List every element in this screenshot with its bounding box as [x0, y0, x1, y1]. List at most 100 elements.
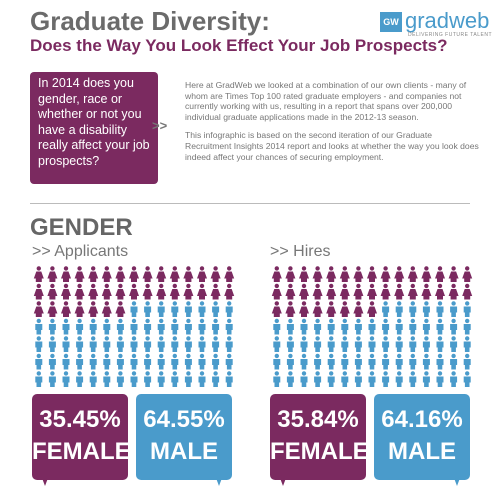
- male-icon: [62, 353, 70, 370]
- male-icon: [409, 318, 417, 335]
- female-icon: [435, 283, 445, 300]
- male-icon: [368, 318, 376, 335]
- logo-tagline: DELIVERING FUTURE TALENT: [408, 32, 493, 38]
- male-icon: [130, 318, 138, 335]
- bubble-tail: [216, 478, 222, 486]
- male-icon: [341, 371, 349, 387]
- female-icon: [462, 266, 473, 282]
- male-icon: [198, 301, 206, 317]
- female-icon: [353, 301, 364, 317]
- male-box: 64.16% MALE: [374, 394, 470, 480]
- male-icon: [354, 318, 362, 335]
- male-icon: [171, 353, 179, 370]
- male-icon: [144, 353, 152, 370]
- male-icon: [395, 353, 403, 370]
- female-icon: [271, 301, 282, 317]
- female-icon: [299, 301, 309, 317]
- female-icon: [47, 283, 58, 300]
- female-icon: [285, 301, 296, 317]
- male-icon: [144, 371, 152, 387]
- female-icon: [312, 266, 323, 282]
- male-icon: [157, 301, 165, 317]
- female-icon: [88, 266, 99, 282]
- male-icon: [327, 318, 335, 335]
- male-icon: [62, 318, 70, 335]
- gender-label: FEMALE: [270, 438, 369, 465]
- intro-paragraph: This infographic is based on the second …: [185, 130, 479, 162]
- female-icon: [101, 301, 112, 317]
- male-icon: [382, 371, 390, 387]
- male-icon: [368, 353, 376, 370]
- gender-label: FEMALE: [32, 438, 131, 465]
- male-icon: [35, 353, 43, 370]
- female-icon: [462, 283, 473, 300]
- female-icon: [312, 283, 323, 300]
- question-bubble: In 2014 does you gender, race or whether…: [30, 72, 158, 184]
- male-icon: [198, 318, 206, 335]
- male-icon: [327, 371, 335, 387]
- male-icon: [116, 336, 124, 352]
- male-icon: [300, 371, 308, 387]
- female-icon: [421, 283, 432, 300]
- female-icon: [299, 283, 309, 300]
- female-icon: [380, 266, 391, 282]
- male-icon: [409, 301, 417, 317]
- male-icon: [225, 301, 233, 317]
- percentage: 35.84%: [277, 406, 359, 433]
- male-icon: [422, 318, 430, 335]
- male-icon: [409, 371, 417, 387]
- male-icon: [103, 353, 111, 370]
- male-icon: [436, 353, 444, 370]
- male-icon: [286, 371, 294, 387]
- male-icon: [130, 336, 138, 352]
- male-icon: [225, 353, 233, 370]
- male-icon: [184, 301, 192, 317]
- male-icon: [157, 371, 165, 387]
- male-icon: [225, 371, 233, 387]
- female-icon: [224, 266, 235, 282]
- male-icon: [422, 353, 430, 370]
- male-icon: [450, 371, 458, 387]
- female-icon: [88, 301, 99, 317]
- female-icon: [380, 283, 391, 300]
- female-icon: [326, 283, 337, 300]
- female-icon: [142, 266, 153, 282]
- female-icon: [101, 283, 112, 300]
- intro-paragraph: Here at GradWeb we looked at a combinati…: [185, 80, 467, 122]
- female-icon: [129, 266, 139, 282]
- male-icon: [116, 353, 124, 370]
- logo-badge: GW: [380, 12, 402, 32]
- male-icon: [395, 371, 403, 387]
- female-icon: [353, 283, 364, 300]
- male-icon: [286, 336, 294, 352]
- panel-heading: >> Applicants: [32, 243, 129, 260]
- male-icon: [198, 371, 206, 387]
- male-icon: [157, 336, 165, 352]
- male-icon: [144, 301, 152, 317]
- male-icon: [450, 318, 458, 335]
- female-icon: [285, 283, 296, 300]
- male-icon: [62, 336, 70, 352]
- female-icon: [224, 283, 235, 300]
- male-icon: [409, 353, 417, 370]
- female-icon: [421, 266, 432, 282]
- male-icon: [463, 301, 471, 317]
- female-icon: [448, 266, 459, 282]
- divider: [30, 203, 470, 204]
- male-icon: [62, 371, 70, 387]
- female-icon: [183, 266, 194, 282]
- male-icon: [354, 336, 362, 352]
- male-icon: [130, 301, 138, 317]
- male-icon: [184, 353, 192, 370]
- male-icon: [286, 318, 294, 335]
- male-icon: [422, 336, 430, 352]
- male-icon: [463, 318, 471, 335]
- male-icon: [89, 318, 97, 335]
- male-icon: [314, 318, 322, 335]
- logo-name: gradweb: [405, 8, 490, 33]
- male-icon: [225, 336, 233, 352]
- male-icon: [89, 336, 97, 352]
- female-icon: [394, 266, 405, 282]
- male-icon: [35, 318, 43, 335]
